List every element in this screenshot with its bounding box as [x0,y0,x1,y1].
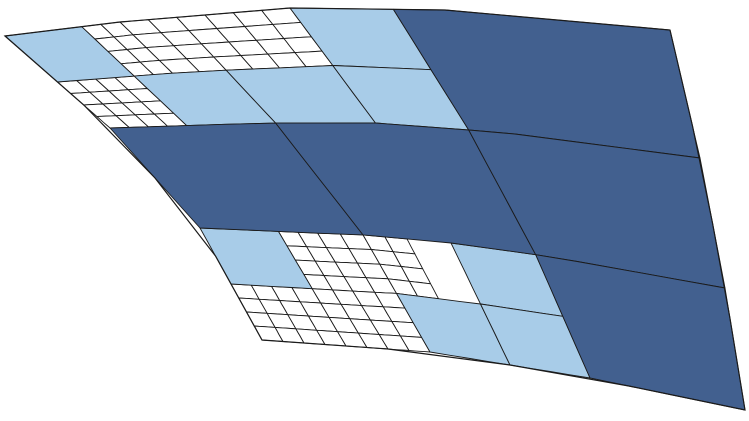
mesh-boundary [3,7,746,411]
